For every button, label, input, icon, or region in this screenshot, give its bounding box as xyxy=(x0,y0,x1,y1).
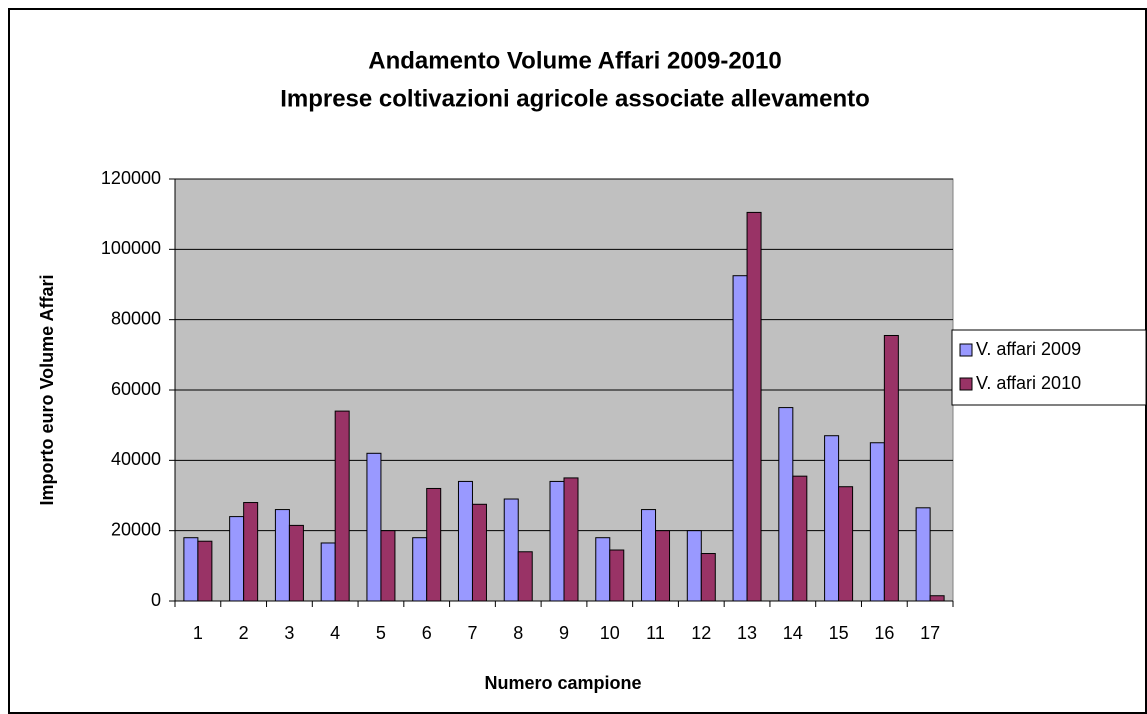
bar xyxy=(915,507,931,602)
bar xyxy=(792,475,808,602)
bar xyxy=(732,275,748,602)
x-tick-label: 7 xyxy=(467,623,477,643)
x-tick-label: 13 xyxy=(737,623,757,643)
bar xyxy=(838,486,854,602)
legend-swatch xyxy=(959,343,973,357)
y-tick-label: 80000 xyxy=(111,308,161,328)
x-tick-label: 6 xyxy=(422,623,432,643)
bar xyxy=(869,442,885,602)
bar xyxy=(563,477,579,602)
bar xyxy=(320,542,336,602)
bar xyxy=(243,502,259,602)
x-tick-label: 5 xyxy=(376,623,386,643)
bar xyxy=(549,480,565,602)
bar xyxy=(412,537,428,602)
x-tick-label: 3 xyxy=(284,623,294,643)
bar xyxy=(471,503,487,602)
x-tick-label: 2 xyxy=(239,623,249,643)
bar xyxy=(274,509,290,602)
bar xyxy=(197,540,213,602)
bar xyxy=(380,530,396,602)
bar xyxy=(929,595,945,602)
x-tick-label: 8 xyxy=(513,623,523,643)
bar xyxy=(366,452,382,602)
y-tick-label: 60000 xyxy=(111,379,161,399)
legend-swatch xyxy=(959,377,973,391)
chart-title: Andamento Volume Affari 2009-2010 xyxy=(368,47,781,74)
bar xyxy=(517,551,533,602)
bar xyxy=(595,537,611,602)
bar xyxy=(503,498,519,602)
x-tick-label: 14 xyxy=(783,623,803,643)
bar xyxy=(746,211,762,602)
y-tick-label: 120000 xyxy=(101,168,161,188)
bar xyxy=(229,516,245,602)
bar xyxy=(641,509,657,602)
legend-label: V. affari 2009 xyxy=(976,339,1081,359)
bar xyxy=(609,549,625,602)
bar xyxy=(288,524,304,602)
y-tick-label: 40000 xyxy=(111,449,161,469)
y-tick-label: 100000 xyxy=(101,238,161,258)
x-tick-label: 12 xyxy=(691,623,711,643)
bar xyxy=(824,435,840,602)
y-tick-label: 0 xyxy=(151,590,161,610)
x-tick-label: 11 xyxy=(646,623,665,643)
bar xyxy=(334,410,350,602)
legend-label: V. affari 2010 xyxy=(976,373,1081,393)
x-axis-label: Numero campione xyxy=(484,673,641,693)
bar xyxy=(655,530,671,602)
x-tick-label: 1 xyxy=(193,623,203,643)
bar xyxy=(183,537,199,602)
legend-box xyxy=(951,329,1147,406)
chart-subtitle: Imprese coltivazioni agricole associate … xyxy=(280,85,870,112)
bar xyxy=(700,553,716,602)
x-tick-label: 16 xyxy=(874,623,894,643)
bar xyxy=(426,487,442,602)
bar xyxy=(883,334,899,602)
x-tick-label: 9 xyxy=(559,623,569,643)
x-tick-label: 10 xyxy=(600,623,620,643)
x-tick-label: 17 xyxy=(920,623,940,643)
x-tick-label: 15 xyxy=(829,623,849,643)
bar xyxy=(457,480,473,602)
bar xyxy=(778,407,794,602)
x-tick-label: 4 xyxy=(330,623,340,643)
y-tick-label: 20000 xyxy=(111,519,161,539)
y-axis-label: Importo euro Volume Affari xyxy=(37,274,57,505)
bar xyxy=(686,530,702,602)
